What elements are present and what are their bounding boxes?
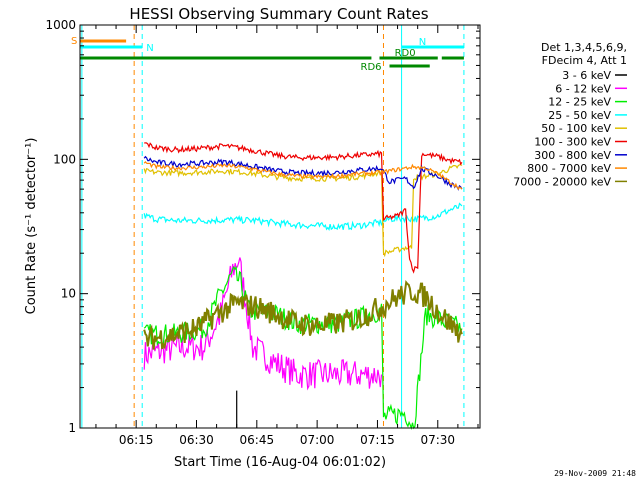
y-tick-label-1: 1 bbox=[68, 421, 76, 435]
series-9-line bbox=[143, 279, 463, 350]
x-tick-label-0615: 06:15 bbox=[119, 433, 154, 447]
series-4-line bbox=[143, 202, 463, 232]
legend-item-5: 50 - 100 keV bbox=[541, 122, 611, 135]
legend: Det 1,3,4,5,6,9,FDecim 4, Att 1 3 - 6 keV… bbox=[513, 41, 627, 188]
series-6-line bbox=[144, 142, 463, 274]
legend-header-2: FDecim 4, Att 1 bbox=[542, 54, 627, 67]
legend-item-9: 7000 - 20000 keV bbox=[513, 175, 611, 188]
y-axis-label: Count Rate (s⁻¹ detector⁻¹) bbox=[24, 138, 39, 315]
y-tick-label-100: 100 bbox=[53, 152, 76, 166]
legend-item-3: 12 - 25 keV bbox=[548, 96, 611, 109]
series-8-line bbox=[143, 161, 463, 191]
x-tick-label-0730: 07:30 bbox=[420, 433, 455, 447]
state-bar-label-7: RD6 bbox=[361, 62, 382, 73]
state-bar-label-1: S bbox=[71, 36, 77, 47]
x-tick-label-0645: 06:45 bbox=[240, 433, 275, 447]
state-bar-label-3: N bbox=[419, 37, 426, 48]
legend-item-7: 300 - 800 keV bbox=[534, 149, 611, 162]
legend-header-1: Det 1,3,4,5,6,9, bbox=[541, 41, 627, 54]
x-tick-label-0700: 07:00 bbox=[300, 433, 335, 447]
legend-item-6: 100 - 300 keV bbox=[534, 136, 611, 149]
y-tick-label-10: 10 bbox=[61, 287, 76, 301]
series-3-line bbox=[143, 265, 463, 431]
legend-item-2: 6 - 12 keV bbox=[555, 82, 611, 95]
legend-item-4: 25 - 50 keV bbox=[548, 109, 611, 122]
series-2-line bbox=[143, 257, 383, 391]
chart-title: HESSI Observing Summary Count Rates bbox=[129, 5, 428, 23]
axes: 1 10 100 1000 06:15 06:30 06:45 07:00 07:15 07:30 bbox=[45, 18, 480, 447]
series-7-line bbox=[143, 155, 463, 191]
x-axis-label: Start Time (16-Aug-04 06:01:02) bbox=[174, 455, 386, 470]
y-tick-label-1000: 1000 bbox=[45, 18, 76, 32]
legend-item-8: 800 - 7000 keV bbox=[527, 162, 611, 175]
x-tick-label-0715: 07:15 bbox=[360, 433, 395, 447]
footer-date: 29-Nov-2009 21:48 bbox=[554, 469, 636, 478]
state-bar-label-2: N bbox=[146, 43, 153, 54]
legend-item-1: 3 - 6 keV bbox=[562, 69, 611, 82]
plot-frame bbox=[79, 24, 481, 429]
x-tick-label-0630: 06:30 bbox=[179, 433, 214, 447]
state-bar-label-5: RD0 bbox=[395, 48, 416, 59]
